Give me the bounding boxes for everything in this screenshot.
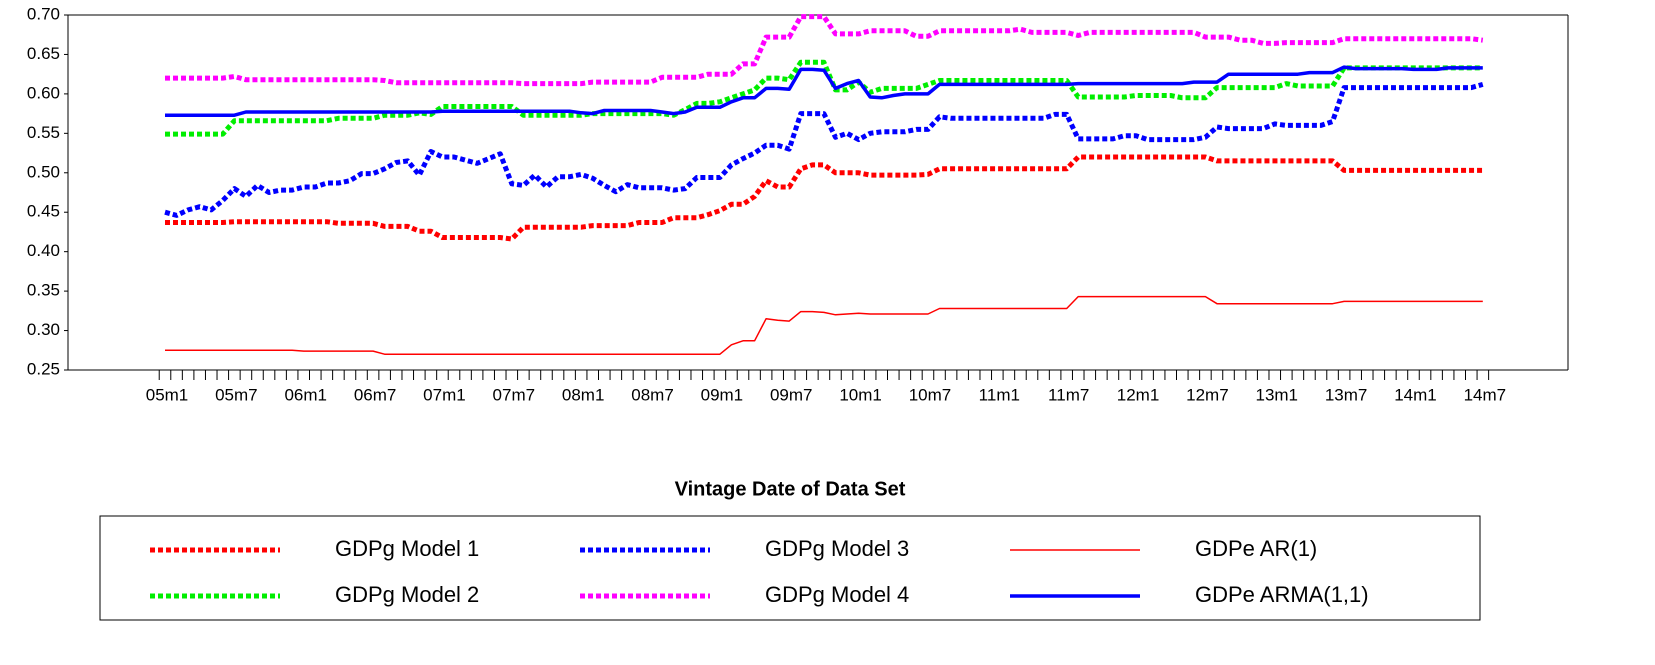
x-tick-label: 14m7 <box>1464 385 1507 404</box>
x-tick-label: 14m1 <box>1394 385 1437 404</box>
y-tick-label: 0.55 <box>27 123 60 142</box>
legend-label: GDPe AR(1) <box>1195 536 1317 561</box>
x-tick-label: 05m1 <box>146 385 189 404</box>
series-line <box>165 154 1483 242</box>
y-tick-label: 0.30 <box>27 320 60 339</box>
legend-label: GDPg Model 4 <box>765 582 909 607</box>
y-tick-label: 0.65 <box>27 44 60 63</box>
x-tick-label: 13m1 <box>1255 385 1298 404</box>
legend-label: GDPg Model 3 <box>765 536 909 561</box>
x-tick-label: 13m7 <box>1325 385 1368 404</box>
x-tick-label: 06m1 <box>284 385 327 404</box>
y-tick-label: 0.70 <box>27 4 60 23</box>
legend-label: GDPe ARMA(1,1) <box>1195 582 1369 607</box>
y-tick-label: 0.35 <box>27 281 60 300</box>
x-axis-title: Vintage Date of Data Set <box>675 478 906 500</box>
series-line <box>164 81 1484 218</box>
x-tick-label: 10m7 <box>909 385 952 404</box>
x-tick-label: 08m7 <box>631 385 674 404</box>
series-line <box>165 59 1483 137</box>
x-tick-label: 07m1 <box>423 385 466 404</box>
y-tick-label: 0.50 <box>27 162 60 181</box>
x-tick-label: 12m7 <box>1186 385 1229 404</box>
legend-label: GDPg Model 1 <box>335 536 479 561</box>
x-tick-label: 08m1 <box>562 385 605 404</box>
x-tick-label: 11m7 <box>1048 385 1089 404</box>
legend-box <box>99 515 1481 621</box>
series-line <box>165 14 1484 87</box>
y-tick-label: 0.25 <box>27 359 60 378</box>
x-tick-label: 05m7 <box>215 385 258 404</box>
x-tick-label: 10m1 <box>839 385 882 404</box>
series-line <box>165 65 1483 117</box>
legend-label: GDPg Model 2 <box>335 582 479 607</box>
x-tick-label: 09m1 <box>701 385 744 404</box>
x-tick-label: 11m1 <box>979 385 1020 404</box>
y-tick-label: 0.60 <box>27 83 60 102</box>
y-tick-label: 0.45 <box>27 202 60 221</box>
x-tick-label: 07m7 <box>493 385 536 404</box>
y-tick-label: 0.40 <box>27 241 60 260</box>
x-tick-label: 06m7 <box>354 385 397 404</box>
x-tick-label: 12m1 <box>1117 385 1160 404</box>
x-tick-label: 09m7 <box>770 385 813 404</box>
series-line <box>165 295 1483 355</box>
